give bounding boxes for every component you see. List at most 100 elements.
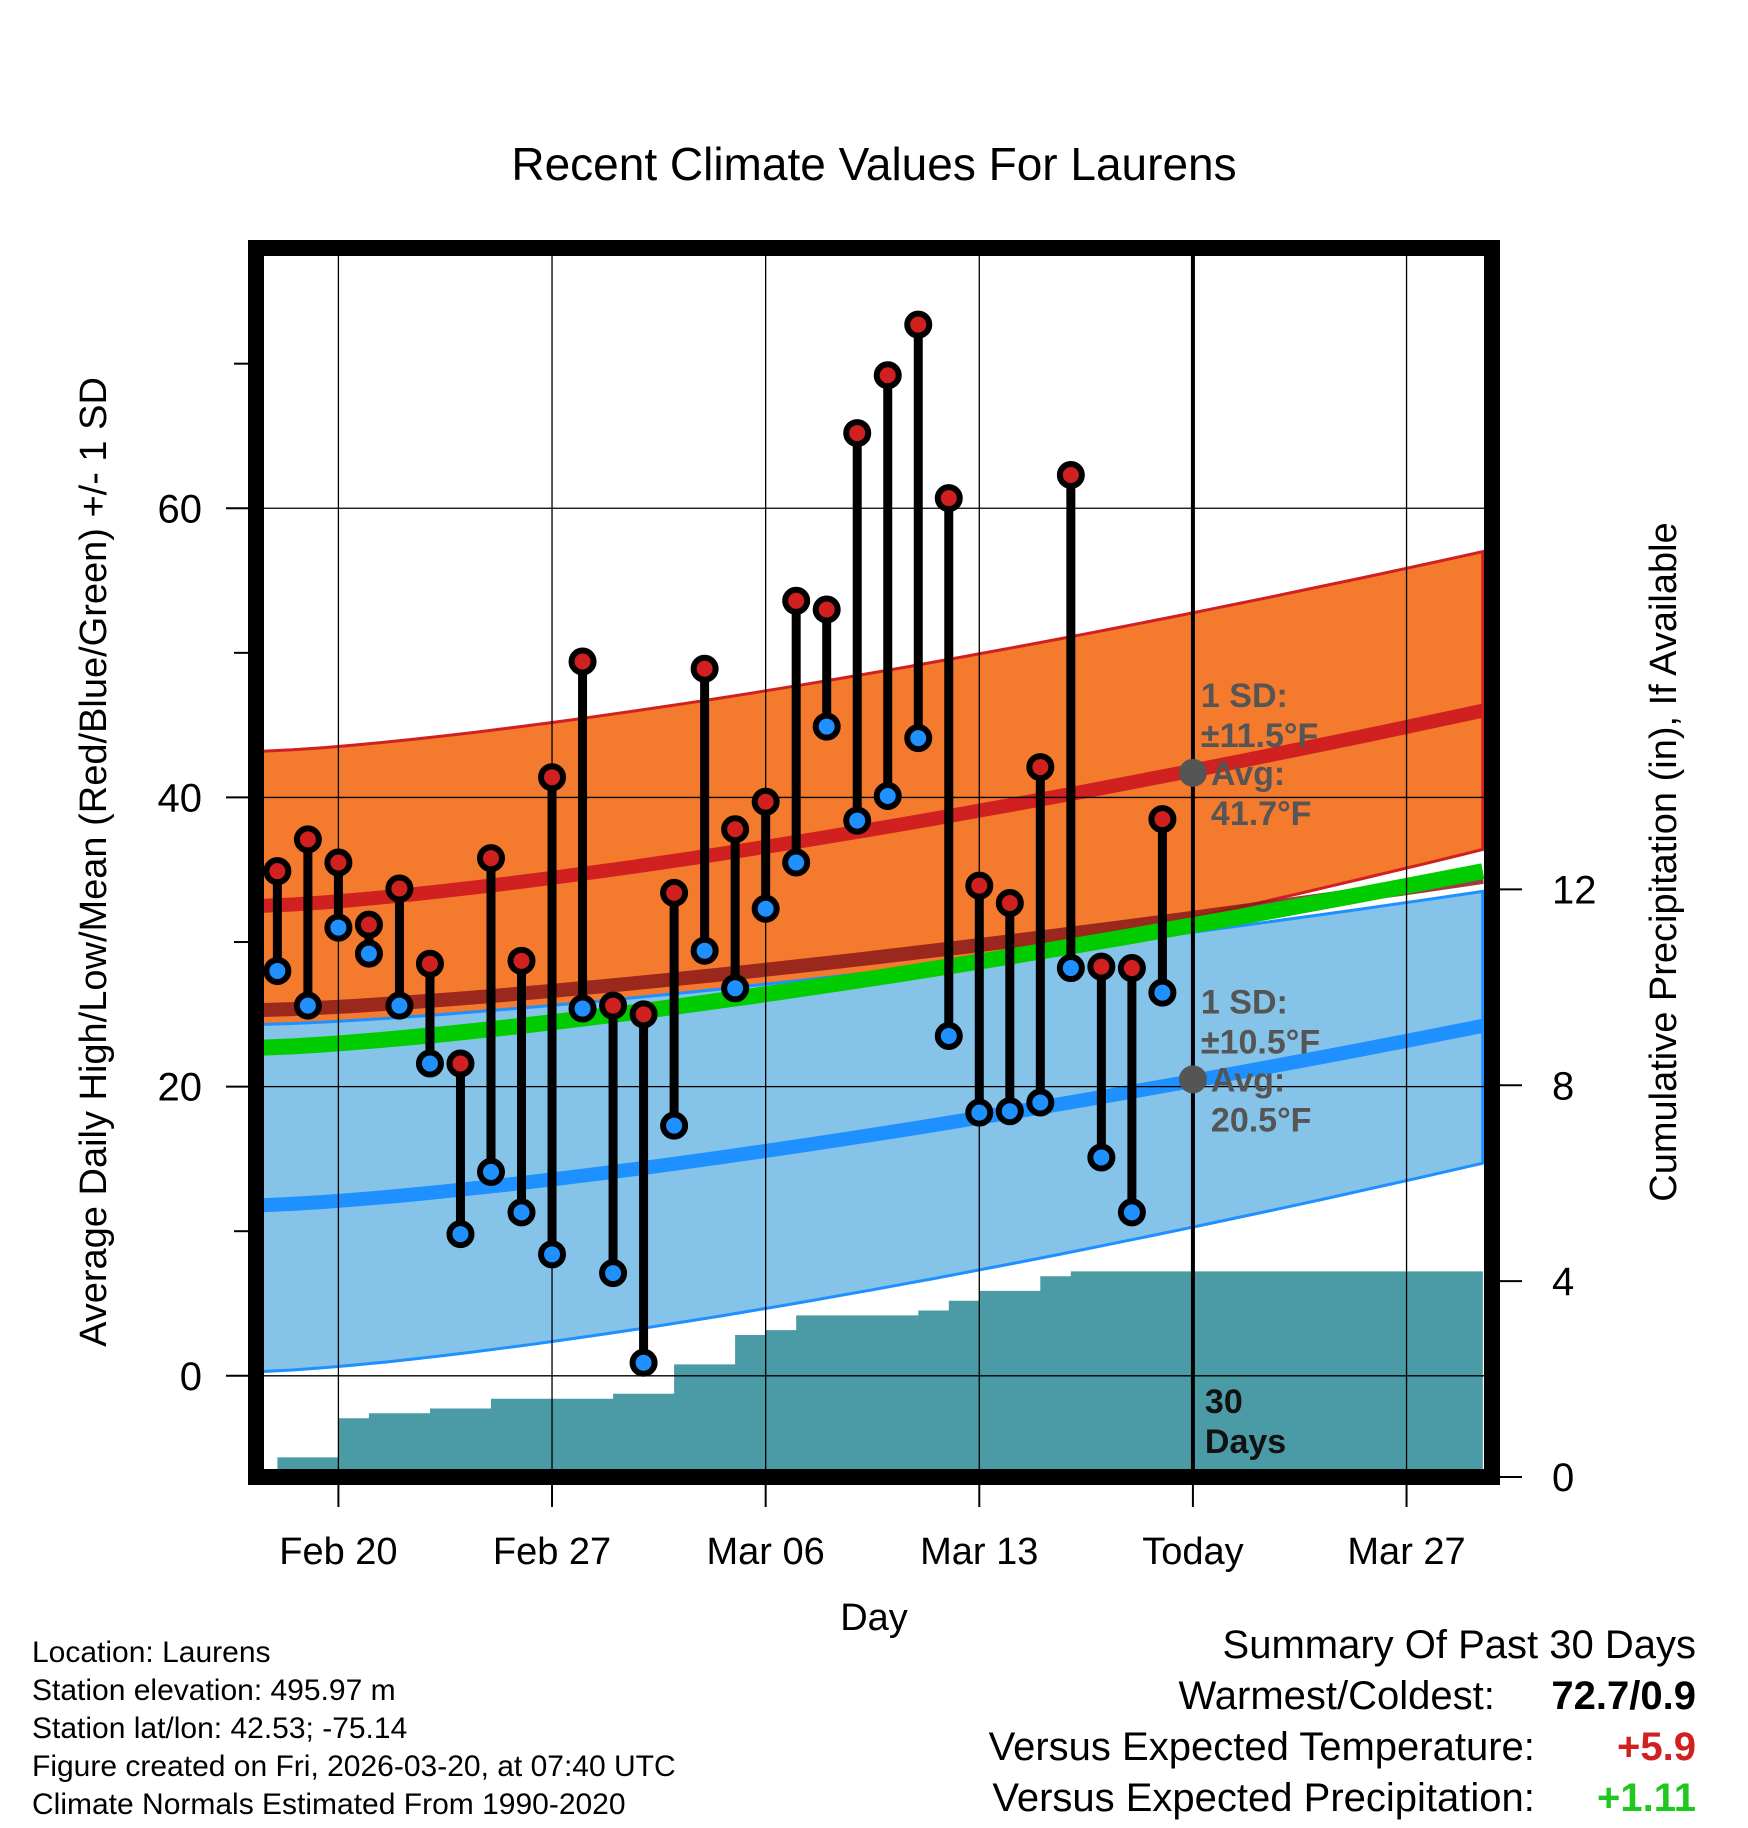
low-point	[690, 936, 719, 965]
low-point	[599, 1259, 628, 1288]
low-point	[1056, 954, 1085, 983]
x-axis-label: Day	[840, 1597, 908, 1639]
low-point	[934, 1022, 963, 1051]
station-info: Location: Laurens Station elevation: 495…	[32, 1634, 676, 1824]
warm-cold-label: Warmest/Coldest:	[1178, 1674, 1495, 1718]
high-avg-value: 41.7°F	[1211, 795, 1312, 833]
axes: Feb 20 Feb 27 Mar 06 Mar 13 Today Mar 2702040…	[158, 362, 1597, 1573]
avg-low-line	[261, 1019, 1485, 1213]
low-point	[782, 848, 811, 877]
high-point	[812, 595, 841, 624]
low-avg-value: 20.5°F	[1211, 1101, 1312, 1139]
high-point	[263, 857, 292, 886]
high-point	[873, 361, 902, 390]
high-point	[934, 484, 963, 513]
low-sd-value: ±10.5°F	[1201, 1023, 1320, 1061]
low-point	[660, 1111, 689, 1140]
low-point	[873, 781, 902, 810]
observed-values	[263, 310, 1207, 1377]
y2-tick-label: 4	[1552, 1260, 1574, 1304]
x-tick-label: Today	[1142, 1531, 1243, 1573]
avg-mean-line	[261, 863, 1485, 1056]
low-point	[293, 991, 322, 1020]
plot-frame	[248, 240, 1500, 1485]
high-point	[721, 815, 750, 844]
y-tick-label: 20	[158, 1066, 203, 1110]
high-point	[965, 871, 994, 900]
low-point	[446, 1220, 475, 1249]
low-point	[568, 994, 597, 1023]
y-tick-label: 40	[158, 776, 203, 820]
low-point	[1117, 1198, 1146, 1227]
low-point	[263, 956, 292, 985]
today-low-marker	[1178, 1065, 1207, 1094]
high-point	[629, 1000, 658, 1029]
info-latlon: Station lat/lon: 42.53; -75.14	[32, 1712, 408, 1745]
info-location: Location: Laurens	[32, 1636, 271, 1669]
high-point	[995, 888, 1024, 917]
low-point	[812, 712, 841, 741]
high-point	[660, 878, 689, 907]
high-point	[415, 949, 444, 978]
warm-cold-value: 72.7/0.9	[1551, 1674, 1696, 1718]
high-point	[843, 419, 872, 448]
y-tick-label: 60	[158, 487, 203, 531]
temp-value: +5.9	[1617, 1725, 1696, 1769]
avg-high-line	[261, 703, 1485, 913]
high-point	[293, 825, 322, 854]
x-tick-label: Mar 06	[707, 1531, 825, 1573]
high-point	[1117, 954, 1146, 983]
y-axis-label: Average Daily High/Low/Mean (Red/Blue/Gr…	[73, 377, 115, 1347]
high-point	[385, 874, 414, 903]
low-point	[385, 991, 414, 1020]
high-point	[782, 586, 811, 615]
high-sd-value: ±11.5°F	[1201, 717, 1318, 755]
high-point	[599, 991, 628, 1020]
low-point	[904, 724, 933, 753]
high-sd-label: 1 SD:	[1201, 677, 1288, 715]
high-point	[568, 647, 597, 676]
y-tick-label: 0	[180, 1355, 202, 1399]
y2-tick-label: 12	[1552, 868, 1597, 912]
low-point	[476, 1157, 505, 1186]
low-point	[1026, 1088, 1055, 1117]
high-point	[354, 910, 383, 939]
low-sd-label: 1 SD:	[1201, 983, 1288, 1021]
x-tick-label: Feb 20	[279, 1531, 397, 1573]
precip-value: +1.11	[1596, 1776, 1696, 1820]
summary-warm-cold: Warmest/Coldest: 72.7/0.9	[1179, 1674, 1697, 1719]
info-elevation: Station elevation: 495.97 m	[32, 1674, 396, 1707]
high-point	[1148, 805, 1177, 834]
high-point	[751, 787, 780, 816]
low-point	[843, 806, 872, 835]
high-point	[1026, 753, 1055, 782]
low-point	[1148, 978, 1177, 1007]
today-high-marker	[1178, 758, 1207, 787]
high-avg-label: Avg:	[1211, 755, 1285, 793]
low-point	[415, 1049, 444, 1078]
summary-title: Summary Of Past 30 Days	[1222, 1623, 1696, 1667]
info-normals: Climate Normals Estimated From 1990-2020	[32, 1788, 626, 1821]
today-days-count: 30	[1205, 1383, 1243, 1421]
low-avg-label: Avg:	[1211, 1061, 1285, 1099]
x-tick-label: Feb 27	[493, 1531, 611, 1573]
info-created: Figure created on Fri, 2026-03-20, at 07…	[32, 1750, 676, 1783]
high-point	[1087, 952, 1116, 981]
chart-title: Recent Climate Values For Laurens	[511, 138, 1236, 190]
low-point	[995, 1097, 1024, 1126]
low-point	[965, 1098, 994, 1127]
precip-label: Versus Expected Precipitation:	[992, 1776, 1535, 1820]
high-point	[507, 946, 536, 975]
cumulative-precip-area	[262, 1271, 1483, 1477]
x-tick-label: Mar 27	[1347, 1531, 1465, 1573]
high-point	[324, 848, 353, 877]
low-point	[354, 939, 383, 968]
summary-precip: Versus Expected Precipitation: +1.11	[992, 1776, 1696, 1821]
low-point	[629, 1348, 658, 1377]
plot-area	[260, 549, 1485, 1477]
low-point	[324, 913, 353, 942]
y2-tick-label: 8	[1552, 1064, 1574, 1108]
low-point	[507, 1198, 536, 1227]
